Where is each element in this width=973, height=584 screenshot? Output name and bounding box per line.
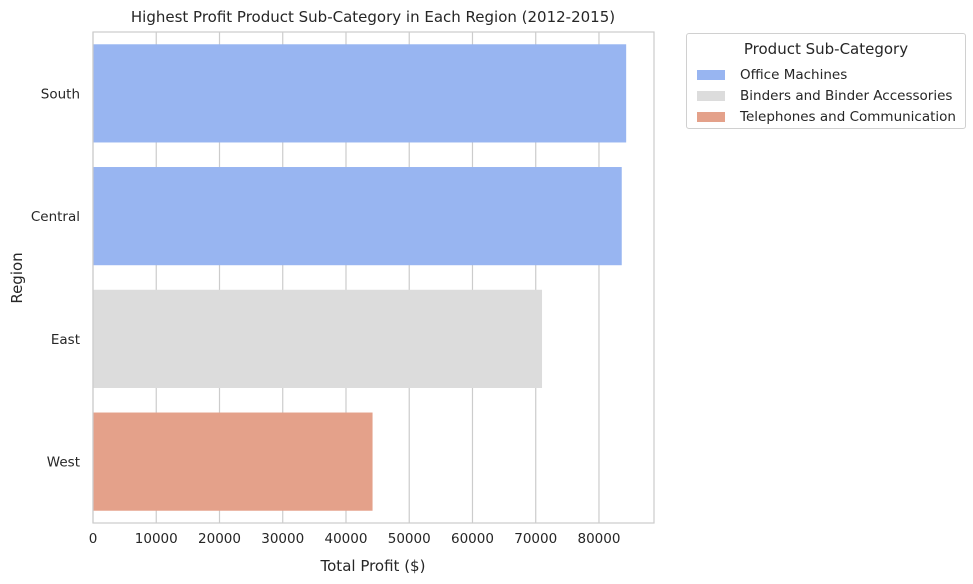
legend-item-binders: Binders and Binder Accessories (697, 87, 952, 105)
x-tick-label: 80000 (577, 531, 620, 547)
x-axis-label: Total Profit ($) (320, 557, 426, 575)
legend-swatch (697, 70, 725, 80)
legend-item-office-machines: Office Machines (697, 66, 847, 84)
y-tick-label: East (51, 332, 80, 348)
legend-swatch (697, 112, 725, 122)
bars (93, 44, 627, 511)
plot-frame (92, 31, 655, 524)
legend-label: Telephones and Communication (740, 109, 956, 125)
legend-swatch (697, 91, 725, 101)
bar-south (93, 44, 627, 143)
x-tick-label: 60000 (451, 531, 494, 547)
x-tick-label: 10000 (135, 531, 178, 547)
x-tick-label: 30000 (261, 531, 304, 547)
chart-title: Highest Profit Product Sub-Category in E… (131, 8, 615, 26)
bar-west (93, 412, 373, 511)
legend-title: Product Sub-Category (743, 40, 909, 58)
y-tick-label: Central (31, 209, 80, 225)
legend-item-telephones: Telephones and Communication (697, 108, 956, 126)
legend: Product Sub-Category Office Machines Bin… (686, 33, 966, 129)
bar-east (93, 289, 543, 388)
y-axis-label: Region (8, 252, 26, 303)
legend-label: Office Machines (740, 67, 848, 83)
y-tick-label: West (47, 455, 80, 471)
bar-central (93, 167, 622, 266)
x-tick-label: 70000 (514, 531, 557, 547)
x-tick-label: 0 (89, 531, 98, 547)
y-tick-label: South (41, 86, 80, 102)
x-tick-label: 40000 (325, 531, 368, 547)
x-tick-label: 50000 (388, 531, 431, 547)
x-tick-label: 20000 (198, 531, 241, 547)
axis-ticks: 0 10000 20000 30000 40000 50000 60000 70000 8000… (31, 86, 621, 547)
legend-label: Binders and Binder Accessories (740, 88, 953, 104)
